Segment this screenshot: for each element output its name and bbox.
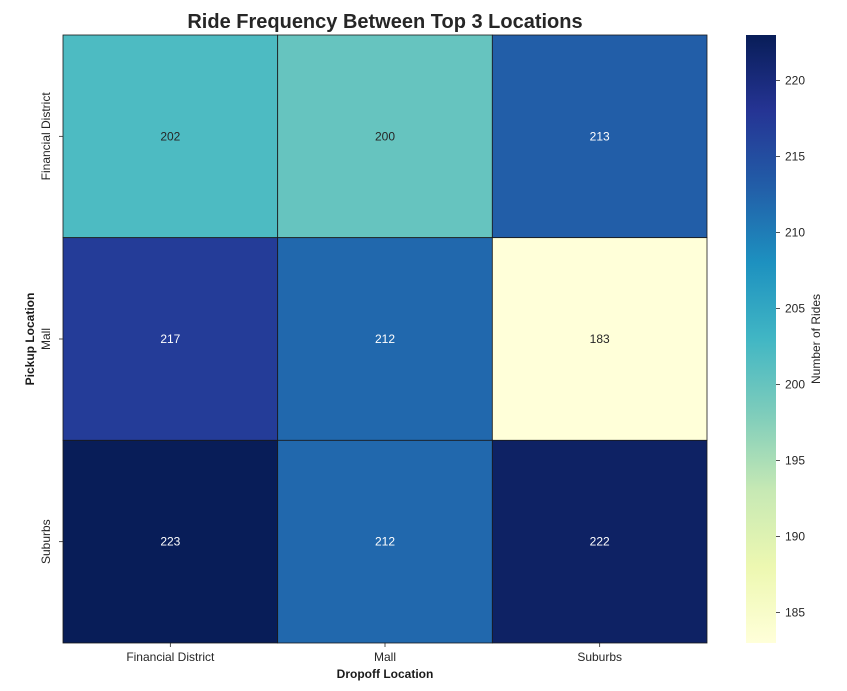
x-tick-label: Mall xyxy=(374,650,396,664)
cell-value-label: 202 xyxy=(160,129,180,143)
y-axis-label: Pickup Location xyxy=(23,293,37,386)
y-tick-label: Mall xyxy=(39,328,53,350)
heatmap-cells xyxy=(62,34,708,644)
heatmap-cell xyxy=(62,439,279,644)
cell-value-label: 223 xyxy=(160,535,180,549)
heatmap-cell xyxy=(277,439,493,644)
colorbar-tick-label: 220 xyxy=(785,74,805,88)
colorbar-tick-label: 205 xyxy=(785,302,805,316)
y-tick-label: Financial District xyxy=(39,92,53,181)
x-tick-label: Financial District xyxy=(126,650,215,664)
heatmap-cell xyxy=(491,237,708,441)
colorbar-tick-label: 215 xyxy=(785,150,805,164)
heatmap-cell xyxy=(491,34,708,239)
chart-title: Ride Frequency Between Top 3 Locations xyxy=(187,11,582,33)
x-axis-label: Dropoff Location xyxy=(337,667,434,681)
heatmap-cell xyxy=(277,237,493,441)
heatmap-cell xyxy=(277,34,493,239)
colorbar-tick-label: 190 xyxy=(785,530,805,544)
heatmap-cell xyxy=(62,237,279,441)
cell-value-label: 212 xyxy=(375,535,395,549)
heatmap-cell-labels: 202 200 213 217 212 183 223 212 222 xyxy=(160,129,610,548)
colorbar-tick-label: 210 xyxy=(785,226,805,240)
colorbar-tick-label: 200 xyxy=(785,378,805,392)
cell-value-label: 222 xyxy=(590,535,610,549)
cell-value-label: 217 xyxy=(160,332,180,346)
heatmap-cell xyxy=(62,34,279,239)
cell-value-label: 213 xyxy=(590,129,610,143)
cell-value-label: 200 xyxy=(375,129,395,143)
colorbar-ticks: 185 190 195 200 205 210 215 220 xyxy=(776,74,805,620)
colorbar xyxy=(746,35,776,643)
cell-value-label: 183 xyxy=(590,332,610,346)
x-tick-label: Suburbs xyxy=(577,650,622,664)
colorbar-label: Number of Rides xyxy=(809,294,823,384)
cell-value-label: 212 xyxy=(375,332,395,346)
colorbar-tick-label: 195 xyxy=(785,454,805,468)
y-tick-label: Suburbs xyxy=(39,519,53,564)
colorbar-tick-label: 185 xyxy=(785,606,805,620)
x-axis-ticks: Financial District Mall Suburbs xyxy=(126,643,622,664)
y-axis-ticks: Financial District Mall Suburbs xyxy=(39,92,63,564)
